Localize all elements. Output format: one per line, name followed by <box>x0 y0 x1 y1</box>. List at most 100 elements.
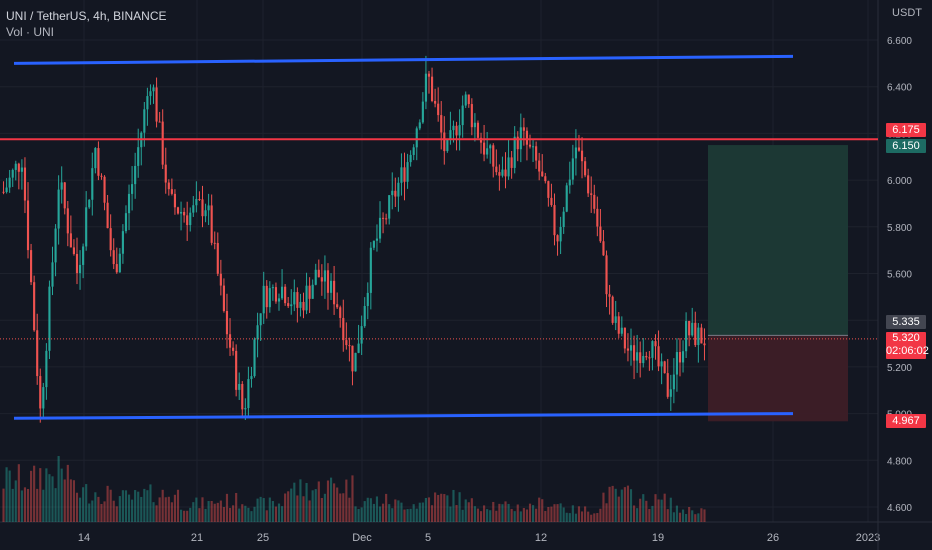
candle-body <box>195 198 198 206</box>
candle-body <box>599 226 602 242</box>
candle-body <box>382 217 385 219</box>
candle-body <box>415 128 418 148</box>
volume-bar <box>461 509 464 522</box>
candle-body <box>394 190 397 197</box>
volume-bar <box>299 479 302 522</box>
volume-bar <box>657 499 660 522</box>
volume-bar <box>45 468 48 522</box>
volume-bar <box>406 509 409 522</box>
volume-bar <box>464 499 467 522</box>
volume-bar <box>88 503 91 522</box>
volume-bar <box>550 506 553 522</box>
volume-bar <box>152 502 155 522</box>
volume-bar <box>458 492 461 522</box>
candle-body <box>483 142 486 155</box>
volume-bar <box>424 497 428 522</box>
volume-bar <box>8 470 11 522</box>
candle-body <box>645 356 648 358</box>
candle-body <box>666 373 669 397</box>
chart-legend: UNI / TetherUS, 4h, BINANCE Vol · UNI <box>6 8 167 40</box>
volume-bar <box>479 511 483 522</box>
volume-bar <box>173 494 177 522</box>
volume-bar <box>39 468 42 522</box>
candle-body <box>14 163 17 170</box>
y-tick-label: 5.200 <box>887 363 912 374</box>
volume-bar <box>198 508 201 522</box>
candle-body <box>531 146 535 148</box>
candle-body <box>173 193 177 208</box>
candle-body <box>127 193 131 214</box>
candle-body <box>424 73 428 102</box>
candle-body <box>369 247 372 293</box>
volume-bar <box>434 492 437 522</box>
candle-body <box>183 211 186 216</box>
candle-body <box>375 238 379 241</box>
candle-body <box>164 164 167 183</box>
volume-bar <box>688 506 691 522</box>
candle-body <box>247 379 250 409</box>
volume-bar <box>66 464 69 522</box>
candle-body <box>268 288 271 308</box>
candle-body <box>617 316 620 334</box>
candle-body <box>620 327 623 334</box>
volume-bar <box>143 488 146 522</box>
stop-price-tag: 4.967 <box>886 414 926 428</box>
candle-body <box>78 264 82 274</box>
candle-body <box>158 121 161 123</box>
volume-bar <box>360 507 363 522</box>
candle-body <box>48 286 51 351</box>
volume-bar <box>587 511 590 522</box>
volume-bar <box>48 474 51 522</box>
candle-body <box>697 327 700 346</box>
volume-bar <box>372 503 375 522</box>
volume-bar <box>571 505 574 522</box>
candle-body <box>97 148 100 176</box>
candle-body <box>210 205 213 243</box>
candle-body <box>39 376 42 409</box>
candle-body <box>418 122 421 129</box>
candle-body <box>36 330 39 377</box>
candle-body <box>302 301 305 311</box>
volume-bar <box>397 500 400 522</box>
volume-bar <box>697 513 700 522</box>
candle-body <box>467 94 470 105</box>
volume-bar <box>651 505 654 522</box>
volume-bar <box>271 501 274 522</box>
candle-body <box>106 202 109 229</box>
volume-bar <box>26 488 30 522</box>
candle-body <box>232 347 235 351</box>
candle-body <box>143 109 146 133</box>
candle-body <box>427 73 431 77</box>
volume-bar <box>516 504 519 522</box>
candle-body <box>91 168 94 200</box>
candle-body <box>495 166 498 173</box>
volume-bar <box>354 506 357 522</box>
candle-body <box>42 387 45 409</box>
volume-bar <box>694 514 697 522</box>
candle-body <box>103 176 106 203</box>
volume-bar <box>605 503 608 522</box>
candle-body <box>253 339 256 377</box>
candle-body <box>121 231 124 254</box>
volume-bar <box>164 497 167 522</box>
candle-body <box>88 199 91 208</box>
candle-body <box>296 292 299 308</box>
candle-body <box>45 350 48 388</box>
volume-bar <box>155 505 158 522</box>
volume-bar <box>498 503 501 522</box>
volume-bar <box>626 485 630 522</box>
volume-bar <box>244 505 247 522</box>
volume-bar <box>584 506 587 522</box>
candle-body <box>498 172 501 176</box>
candle-body <box>262 285 265 314</box>
volume-bar <box>678 512 682 522</box>
volume-bar <box>100 503 103 522</box>
candle-body <box>639 352 642 364</box>
volume-bar <box>486 509 489 522</box>
volume-bar <box>195 497 198 522</box>
candle-body <box>2 191 5 193</box>
volume-bar <box>339 493 342 522</box>
resistance-price-tag: 6.175 <box>886 123 926 137</box>
candle-body <box>66 208 69 234</box>
